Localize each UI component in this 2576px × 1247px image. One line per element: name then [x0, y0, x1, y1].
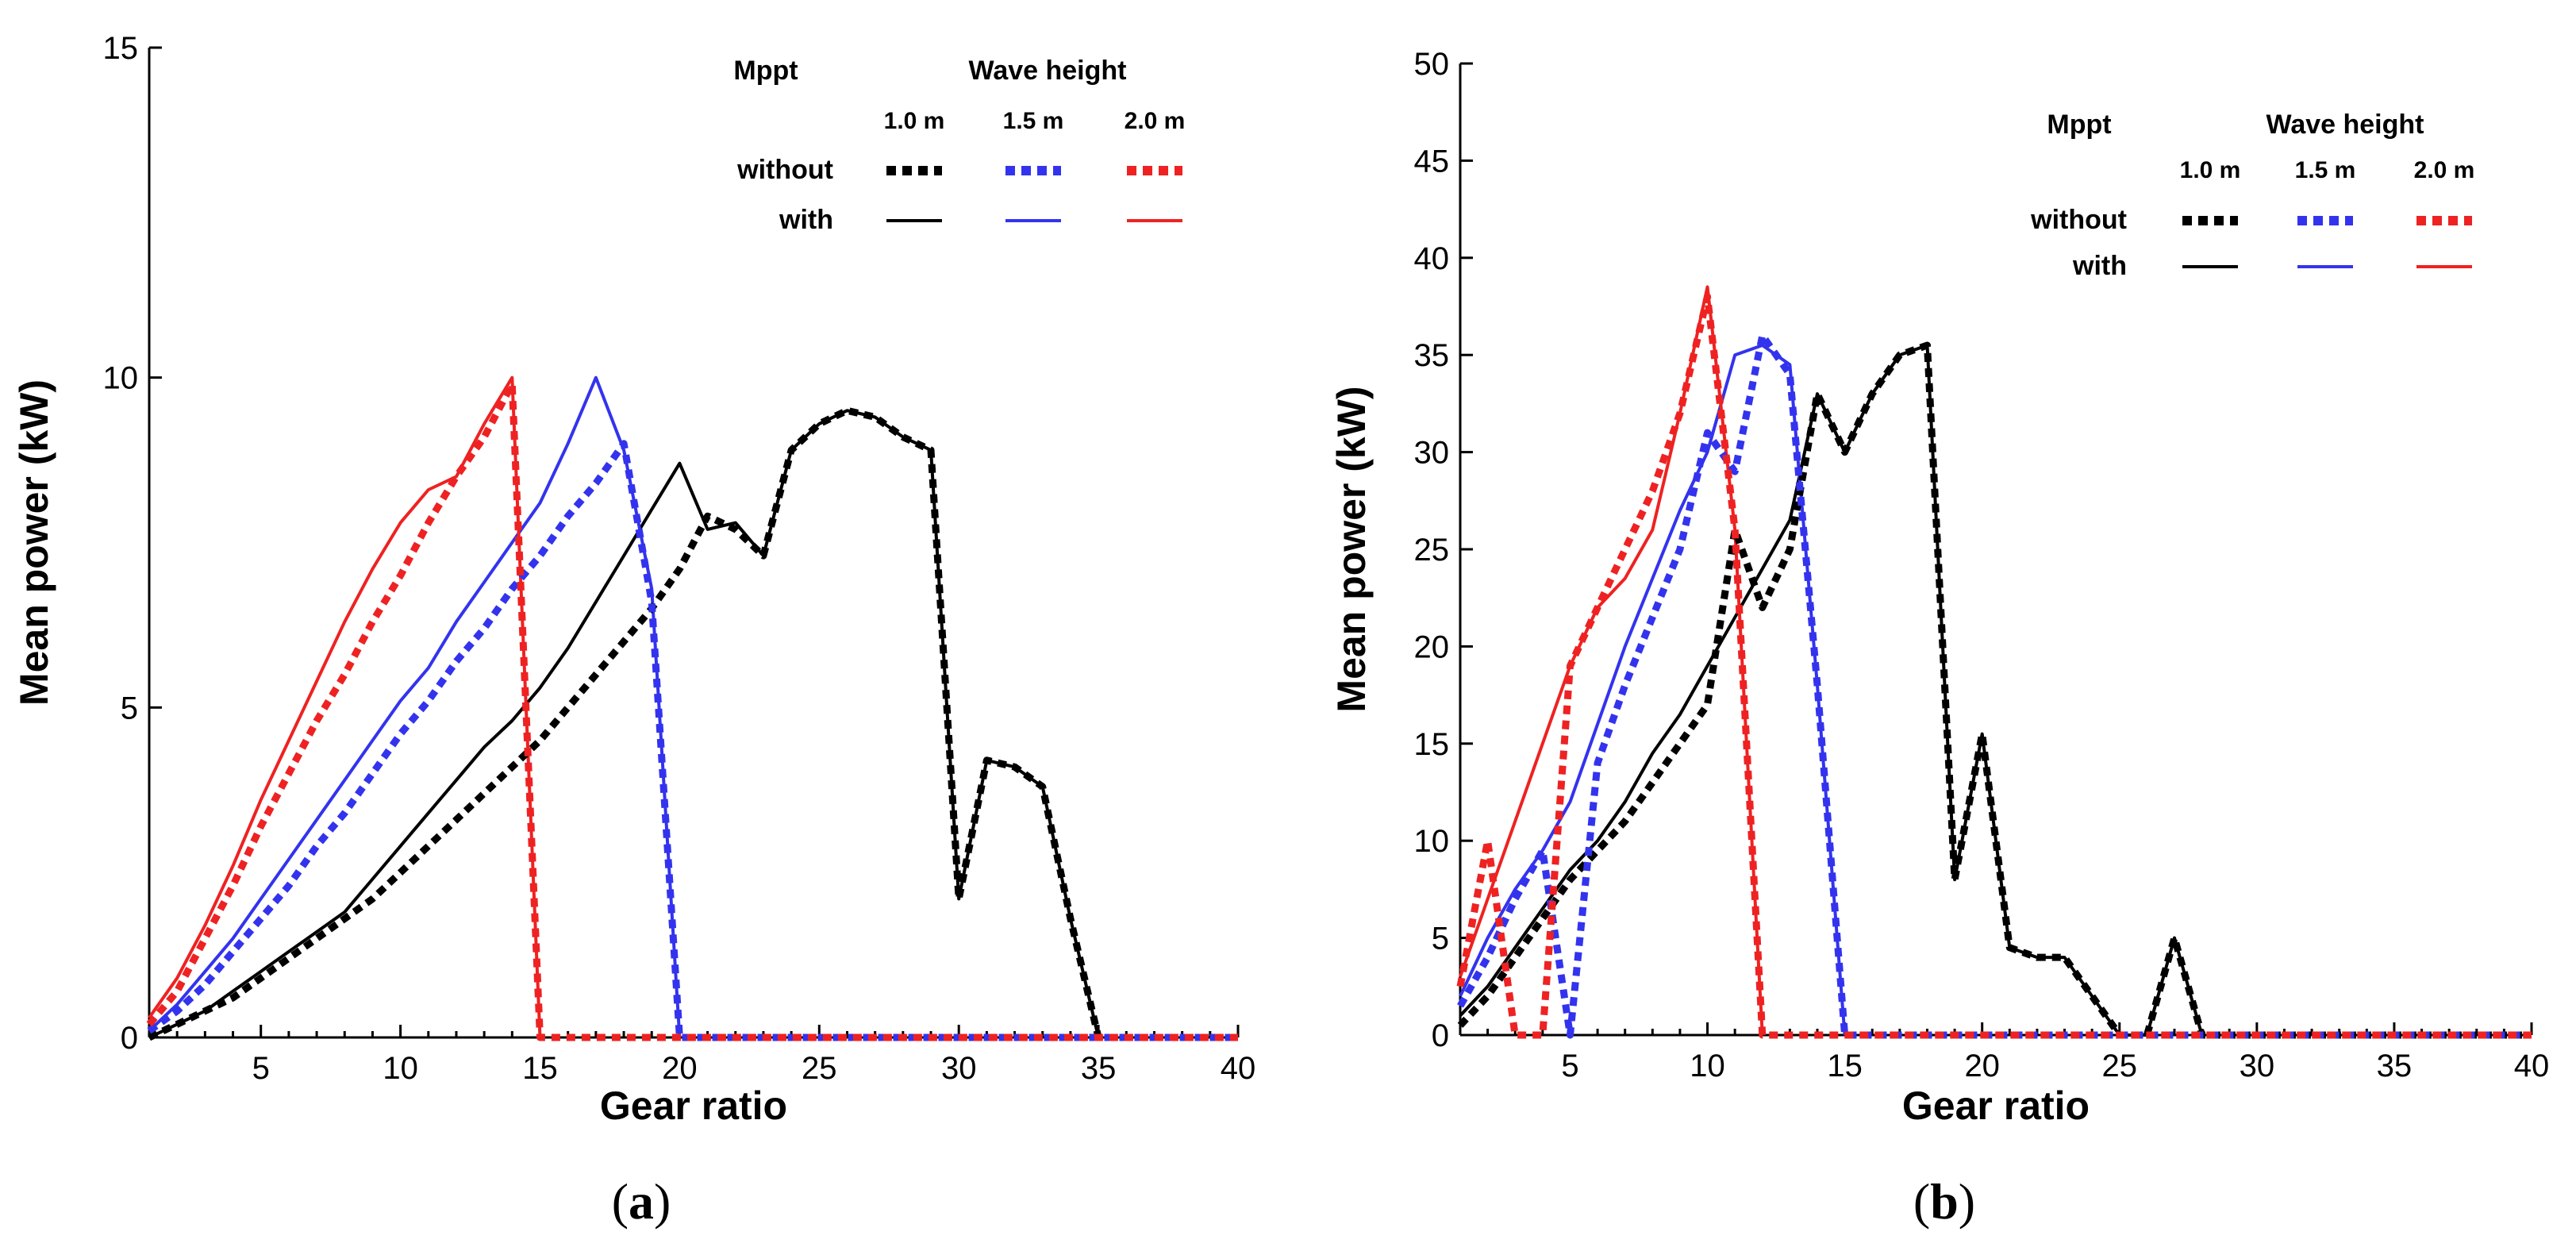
legend-row-label: with — [779, 205, 833, 235]
legend-row-label: with — [2072, 251, 2127, 281]
series-line-with-mppt-1-5-m — [1459, 344, 1847, 1036]
y-tick-label: 10 — [103, 361, 139, 396]
y-tick-label: 35 — [1414, 338, 1450, 373]
series-line-without-mppt-1-5-m — [147, 440, 1238, 1041]
y-tick-label: 5 — [1432, 922, 1449, 956]
y-tick-label: 0 — [1432, 1018, 1449, 1053]
legend-wave-header: Wave height — [2266, 110, 2424, 140]
x-tick-label: 5 — [252, 1051, 270, 1086]
legend-mppt-header: Mppt — [2047, 110, 2111, 140]
legend-height-label: 1.0 m — [2180, 157, 2241, 183]
y-tick-label: 50 — [1414, 47, 1450, 82]
series-line-with-mppt-1-0-m — [148, 409, 1101, 1039]
y-tick-label: 15 — [103, 31, 139, 66]
x-tick-label: 25 — [802, 1051, 837, 1086]
y-tick-label: 30 — [1414, 436, 1450, 471]
panel-caption: (a) — [612, 1173, 671, 1230]
x-tick-label: 25 — [2102, 1049, 2138, 1083]
legend-mppt-header: Mppt — [733, 56, 798, 86]
y-tick-label: 40 — [1414, 241, 1450, 276]
x-axis-title: Gear ratio — [600, 1083, 787, 1128]
series-line-with-mppt-2-0-m — [148, 375, 542, 1038]
y-tick-label: 0 — [121, 1021, 138, 1056]
legend-height-label: 1.5 m — [2295, 157, 2356, 183]
panel-caption: (b) — [1913, 1173, 1975, 1230]
legend-height-label: 1.0 m — [884, 108, 945, 134]
y-tick-label: 5 — [121, 691, 138, 725]
x-tick-label: 30 — [2240, 1049, 2275, 1083]
legend-height-label: 2.0 m — [2414, 157, 2475, 183]
y-axis-title: Mean power (kW) — [1329, 386, 1374, 712]
x-tick-label: 10 — [383, 1051, 418, 1086]
series-line-without-mppt-1-5-m — [1457, 332, 2532, 1039]
series-line-with-mppt-1-5-m — [148, 375, 682, 1038]
y-tick-label: 20 — [1414, 629, 1450, 664]
y-tick-label: 25 — [1414, 533, 1450, 568]
legend-row-label: without — [736, 155, 833, 185]
y-tick-label: 15 — [1414, 727, 1450, 762]
y-axis-title: Mean power (kW) — [12, 379, 56, 706]
x-tick-label: 30 — [941, 1051, 977, 1086]
x-tick-label: 5 — [1561, 1049, 1578, 1083]
series-line-without-mppt-1-0-m — [1457, 341, 2532, 1039]
x-tick-label: 35 — [1081, 1051, 1117, 1086]
x-tick-label: 40 — [2514, 1049, 2550, 1083]
legend-height-label: 2.0 m — [1125, 108, 1186, 134]
chart-panel-a: 5 10 15 20 25 30 35 40 0 5 10 15 Gear ratio Mean powe… — [12, 31, 1255, 1230]
x-tick-label: 10 — [1690, 1049, 1725, 1083]
series-line-without-mppt-1-0-m — [148, 406, 1238, 1041]
x-tick-label: 15 — [1827, 1049, 1863, 1083]
x-tick-label: 20 — [1964, 1049, 2000, 1083]
legend-wave-header: Wave height — [969, 56, 1127, 86]
chart-panel-b: 5 10 15 20 25 30 35 40 0 5 10 15 20 25 30 35 40 45 50 Gear … — [1329, 47, 2549, 1230]
series-line-with-mppt-1-0-m — [1459, 344, 2204, 1037]
legend-height-label: 1.5 m — [1003, 108, 1064, 134]
y-tick-label: 45 — [1414, 144, 1450, 179]
x-tick-label: 15 — [522, 1051, 558, 1086]
legend-row-label: without — [2030, 205, 2127, 235]
x-tick-label: 20 — [662, 1051, 698, 1086]
x-tick-label: 35 — [2377, 1049, 2413, 1083]
series-line-without-mppt-2-0-m — [1456, 293, 2532, 1039]
x-tick-label: 40 — [1221, 1051, 1256, 1086]
x-axis-title: Gear ratio — [1902, 1083, 2090, 1128]
y-tick-label: 10 — [1414, 824, 1450, 859]
